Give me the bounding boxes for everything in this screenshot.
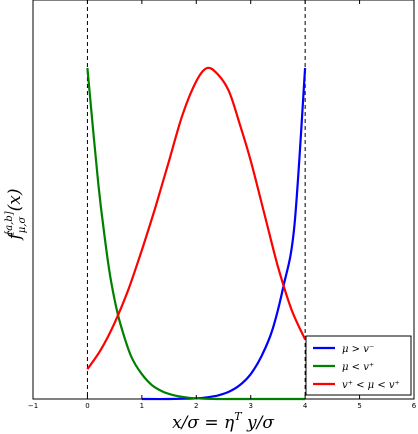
x-ticks: −1 0 1 2 3 4 5 6: [28, 0, 417, 410]
series-line-1: [86, 67, 306, 401]
x-axis-label: x/σ = ηT y/σ: [172, 410, 274, 433]
x-tick-label: 4: [303, 402, 308, 410]
series-line-0: [141, 67, 307, 401]
legend-label-2: v⁺ < μ < v⁺: [342, 380, 400, 391]
legend-label-1: μ < v⁺: [342, 362, 374, 373]
reference-lines: [86, 0, 306, 399]
x-tick-label: 0: [85, 402, 89, 410]
x-tick-label: 5: [357, 402, 361, 410]
legend-label-0: μ > v⁻: [342, 344, 374, 355]
y-axis-label: fμ,σ[a,b](x): [4, 188, 28, 241]
x-tick-label: 1: [140, 402, 144, 410]
x-tick-label: 6: [412, 402, 417, 410]
series-group: [86, 66, 307, 401]
series-line-2: [86, 66, 307, 370]
x-tick-label: −1: [28, 402, 38, 410]
legend: μ > v⁻ μ < v⁺ v⁺ < μ < v⁺: [305, 335, 412, 396]
x-tick-label: 2: [194, 402, 198, 410]
x-tick-label: 3: [248, 402, 252, 410]
